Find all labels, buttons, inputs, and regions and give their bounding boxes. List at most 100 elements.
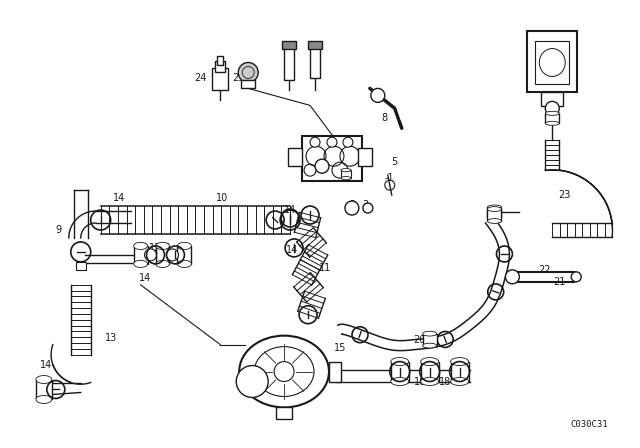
Ellipse shape	[36, 375, 52, 383]
Ellipse shape	[422, 343, 436, 348]
Text: 2: 2	[349, 200, 355, 210]
Text: 14: 14	[40, 360, 52, 370]
Ellipse shape	[488, 215, 501, 219]
Circle shape	[310, 137, 320, 147]
Text: 7: 7	[317, 143, 323, 153]
Text: 3: 3	[363, 200, 369, 210]
Text: 14: 14	[159, 243, 172, 253]
Circle shape	[327, 137, 337, 147]
Text: 17: 17	[282, 392, 294, 402]
Text: 20: 20	[486, 207, 499, 217]
Text: 14: 14	[284, 205, 296, 215]
Text: 19: 19	[426, 340, 438, 349]
Bar	[218, 56, 223, 65]
Text: 21: 21	[553, 277, 566, 287]
Circle shape	[343, 137, 353, 147]
Bar	[358, 148, 372, 166]
Bar	[215, 60, 225, 73]
Ellipse shape	[488, 207, 501, 211]
Circle shape	[238, 63, 258, 82]
Bar	[488, 207, 501, 217]
Text: 11: 11	[319, 263, 331, 273]
Ellipse shape	[134, 260, 148, 267]
Bar	[451, 362, 468, 382]
Text: -1: -1	[385, 173, 395, 183]
Circle shape	[166, 249, 179, 261]
Bar	[282, 41, 296, 48]
Bar	[535, 41, 569, 84]
Ellipse shape	[545, 112, 559, 115]
Bar	[241, 81, 255, 88]
Bar	[422, 334, 436, 345]
Text: 25: 25	[232, 73, 244, 83]
Ellipse shape	[391, 378, 409, 385]
Bar	[310, 43, 320, 78]
Circle shape	[145, 249, 157, 261]
Bar	[177, 246, 191, 264]
Ellipse shape	[422, 331, 436, 336]
Text: 14: 14	[140, 273, 152, 283]
Bar	[488, 209, 501, 221]
Text: 20: 20	[533, 51, 545, 60]
Circle shape	[371, 88, 385, 103]
Text: 8: 8	[381, 113, 388, 123]
Bar	[212, 69, 228, 90]
Bar	[156, 246, 170, 264]
Text: 4: 4	[287, 47, 293, 57]
Text: 15: 15	[333, 343, 346, 353]
Text: 14: 14	[286, 245, 298, 255]
Bar	[341, 170, 351, 178]
Text: 20: 20	[413, 335, 426, 345]
Bar	[545, 113, 559, 123]
Bar	[391, 362, 409, 382]
Ellipse shape	[488, 205, 501, 209]
Text: 16: 16	[413, 376, 426, 387]
Ellipse shape	[420, 378, 438, 385]
Bar	[302, 136, 362, 181]
Ellipse shape	[177, 242, 191, 250]
Circle shape	[315, 159, 329, 173]
Ellipse shape	[239, 336, 329, 407]
Bar	[329, 362, 341, 382]
Text: 24: 24	[194, 73, 207, 83]
Ellipse shape	[156, 260, 170, 267]
Ellipse shape	[134, 242, 148, 250]
Ellipse shape	[36, 396, 52, 404]
Bar	[308, 41, 322, 48]
Text: 9: 9	[56, 225, 62, 235]
Circle shape	[363, 203, 373, 213]
Bar	[284, 43, 294, 81]
Ellipse shape	[451, 378, 468, 385]
Bar	[276, 407, 292, 419]
Circle shape	[236, 366, 268, 397]
Text: 10: 10	[216, 193, 228, 203]
Text: 5: 5	[337, 150, 343, 160]
Bar	[36, 379, 52, 400]
Ellipse shape	[177, 260, 191, 267]
Circle shape	[506, 270, 520, 284]
Ellipse shape	[451, 358, 468, 366]
Ellipse shape	[341, 168, 351, 172]
Text: 12: 12	[149, 243, 162, 253]
Ellipse shape	[420, 358, 438, 366]
Bar	[134, 246, 148, 264]
Text: 22: 22	[538, 265, 550, 275]
Text: C030C31: C030C31	[570, 420, 608, 429]
Bar	[420, 362, 438, 382]
Circle shape	[345, 201, 359, 215]
Bar	[288, 148, 302, 166]
Text: 5: 5	[392, 157, 398, 167]
Ellipse shape	[156, 242, 170, 250]
Text: 18: 18	[438, 376, 451, 387]
Ellipse shape	[488, 219, 501, 224]
Text: 6: 6	[313, 47, 319, 57]
Bar	[527, 30, 577, 92]
Ellipse shape	[545, 121, 559, 125]
Ellipse shape	[341, 177, 351, 180]
Text: 23: 23	[558, 190, 570, 200]
Circle shape	[545, 101, 559, 115]
Text: 14: 14	[113, 193, 125, 203]
Bar	[76, 262, 86, 270]
Bar	[541, 92, 563, 106]
Ellipse shape	[391, 358, 409, 366]
